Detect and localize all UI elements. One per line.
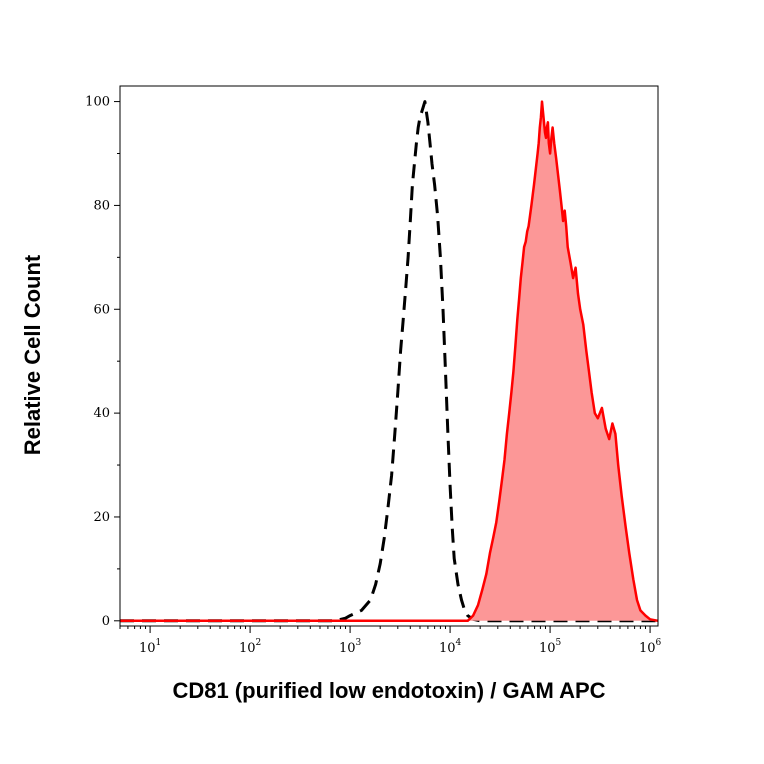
y-tick-label-2: 40 (93, 406, 110, 421)
plot-frame (119, 85, 659, 627)
y-tick-label-5: 100 (85, 95, 110, 110)
x-tick-label-3: 104 (439, 638, 462, 656)
x-tick-label-2: 103 (339, 638, 362, 656)
x-tick-label-0: 101 (139, 638, 161, 656)
x-tick-label-5: 106 (639, 638, 662, 656)
y-tick-label-4: 80 (93, 198, 110, 213)
series-0-line (120, 100, 658, 623)
y-tick-label-3: 60 (93, 302, 110, 317)
y-tick-label-1: 20 (93, 510, 110, 525)
y-axis-title: Relative Cell Count (20, 254, 45, 455)
plot-area (120, 100, 659, 623)
x-axis-title: CD81 (purified low endotoxin) / GAM APC (172, 678, 605, 703)
x-tick-label-4: 105 (539, 638, 562, 656)
axes: 0 20 40 60 80 100 101 102 103 104 105 106 (85, 85, 662, 656)
x-tick-label-1: 102 (239, 638, 261, 656)
series-1-fill (120, 101, 658, 621)
y-tick-label-0: 0 (102, 614, 110, 629)
series-1-line (120, 100, 659, 623)
